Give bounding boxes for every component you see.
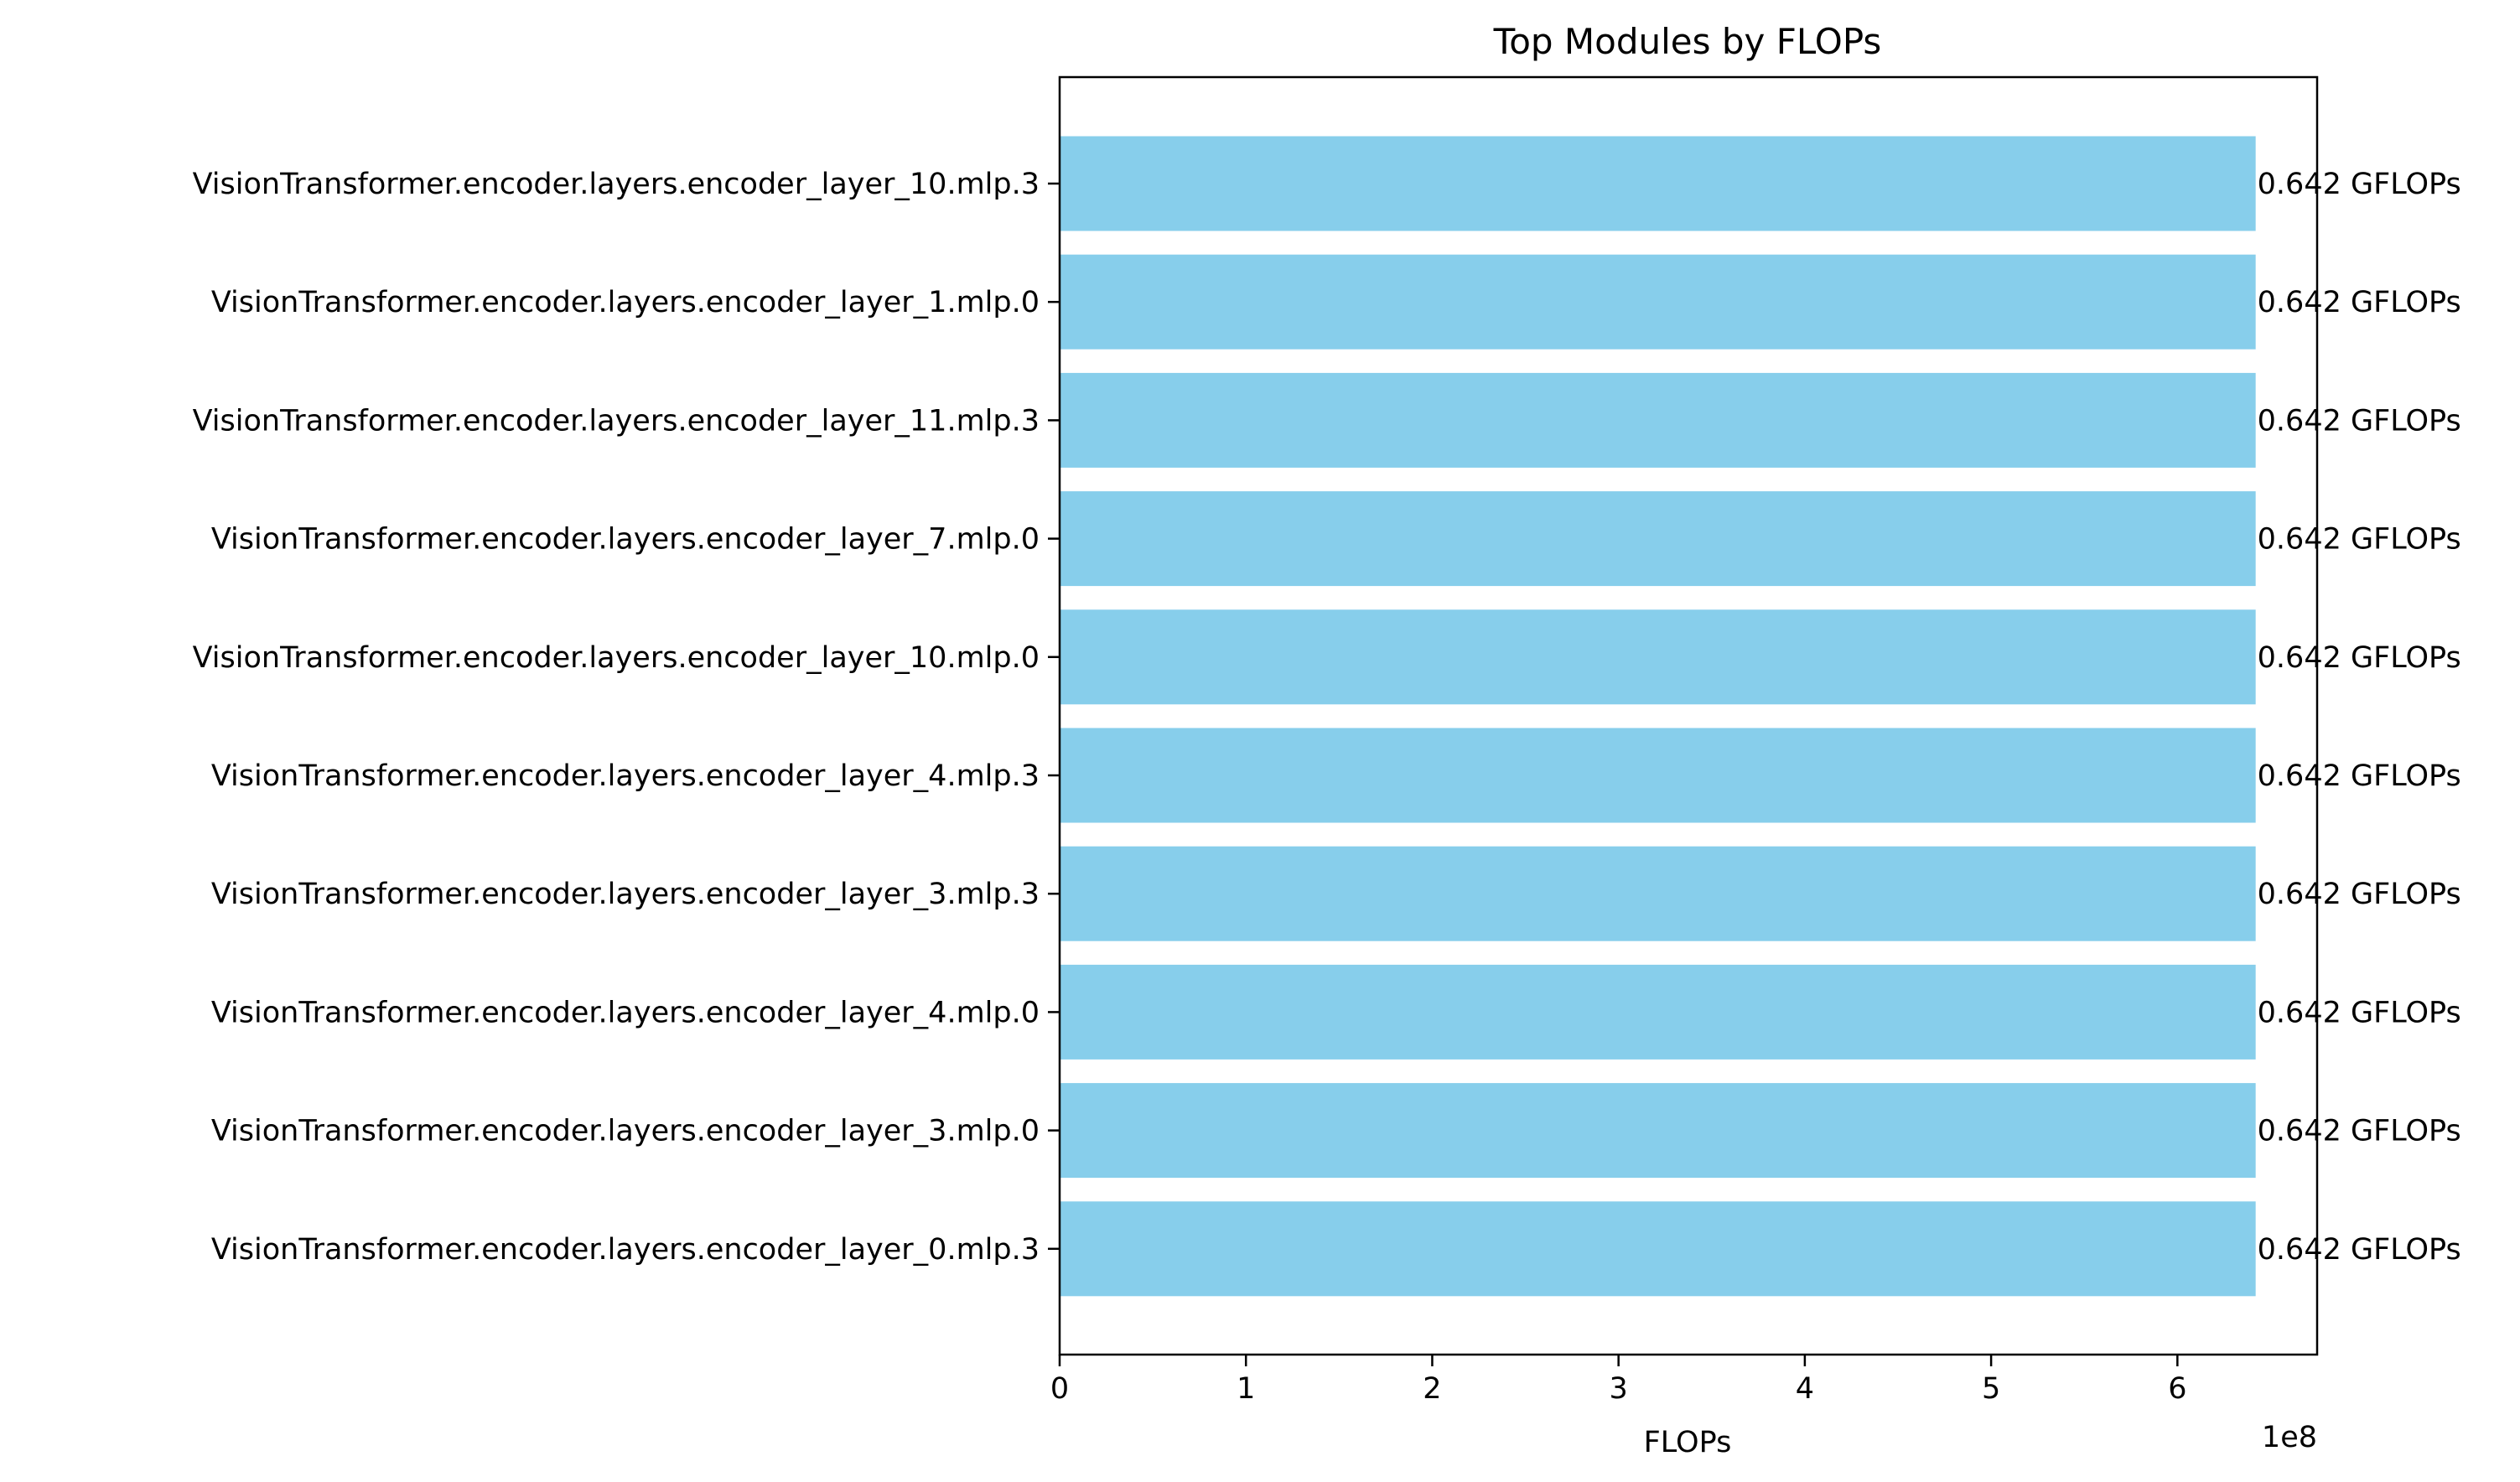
- category-label: VisionTransformer.encoder.layers.encoder…: [211, 523, 1040, 557]
- bar: [1060, 372, 2256, 468]
- bar: [1060, 1083, 2256, 1179]
- chart-title: Top Modules by FLOPs: [1493, 21, 1882, 62]
- data-label: 0.642 GFLOPs: [2258, 996, 2461, 1029]
- x-tick-label: 0: [1050, 1372, 1069, 1406]
- category-label: VisionTransformer.encoder.layers.encoder…: [193, 404, 1040, 438]
- bar: [1060, 136, 2256, 231]
- category-label: VisionTransformer.encoder.layers.encoder…: [211, 1115, 1040, 1148]
- x-tick-label: 1: [1237, 1372, 1255, 1406]
- data-label: 0.642 GFLOPs: [2258, 641, 2461, 675]
- bar: [1060, 964, 2256, 1060]
- category-label: VisionTransformer.encoder.layers.encoder…: [211, 286, 1040, 319]
- data-label: 0.642 GFLOPs: [2258, 759, 2461, 793]
- bar: [1060, 609, 2256, 705]
- data-label: 0.642 GFLOPs: [2258, 878, 2461, 911]
- category-label: VisionTransformer.encoder.layers.encoder…: [211, 996, 1040, 1029]
- category-label: VisionTransformer.encoder.layers.encoder…: [211, 1233, 1040, 1267]
- x-axis-offset-label: 1e8: [2262, 1421, 2317, 1454]
- category-label: VisionTransformer.encoder.layers.encoder…: [211, 759, 1040, 793]
- data-label: 0.642 GFLOPs: [2258, 1233, 2461, 1267]
- x-tick-label: 5: [1982, 1372, 2000, 1406]
- x-tick-label: 2: [1423, 1372, 1441, 1406]
- data-label: 0.642 GFLOPs: [2258, 1115, 2461, 1148]
- data-label: 0.642 GFLOPs: [2258, 286, 2461, 319]
- bar: [1060, 254, 2256, 350]
- bar: [1060, 1201, 2256, 1297]
- data-label: 0.642 GFLOPs: [2258, 168, 2461, 201]
- data-label: 0.642 GFLOPs: [2258, 523, 2461, 557]
- x-axis-label: FLOPs: [1644, 1426, 1732, 1459]
- bar: [1060, 846, 2256, 941]
- x-tick-label: 6: [2168, 1372, 2186, 1406]
- x-tick-label: 3: [1610, 1372, 1628, 1406]
- bar: [1060, 728, 2256, 823]
- category-label: VisionTransformer.encoder.layers.encoder…: [211, 878, 1040, 911]
- bars-group: [1060, 136, 2256, 1297]
- x-axis-ticks: 0 1 2 3 4 5 6: [1050, 1355, 2186, 1406]
- data-labels: 0.642 GFLOPs 0.642 GFLOPs 0.642 GFLOPs 0.64…: [2258, 168, 2461, 1267]
- bar: [1060, 491, 2256, 587]
- x-tick-label: 4: [1796, 1372, 1814, 1406]
- plot-frame: [1058, 75, 2319, 1356]
- data-label: 0.642 GFLOPs: [2258, 404, 2461, 438]
- category-label: VisionTransformer.encoder.layers.encoder…: [193, 168, 1040, 201]
- category-labels: VisionTransformer.encoder.layers.encoder…: [193, 168, 1060, 1267]
- category-label: VisionTransformer.encoder.layers.encoder…: [193, 641, 1040, 675]
